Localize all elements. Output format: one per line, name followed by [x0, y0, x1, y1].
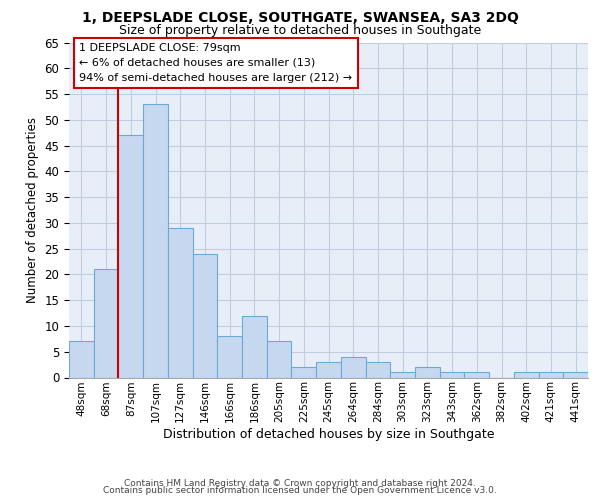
Bar — [440, 372, 464, 378]
Text: 1, DEEPSLADE CLOSE, SOUTHGATE, SWANSEA, SA3 2DQ: 1, DEEPSLADE CLOSE, SOUTHGATE, SWANSEA, … — [82, 11, 518, 25]
Bar — [217, 336, 242, 378]
Bar — [143, 104, 168, 378]
Bar — [94, 270, 118, 378]
Bar — [390, 372, 415, 378]
X-axis label: Distribution of detached houses by size in Southgate: Distribution of detached houses by size … — [163, 428, 494, 441]
Bar — [365, 362, 390, 378]
Bar — [118, 136, 143, 378]
Bar — [514, 372, 539, 378]
Y-axis label: Number of detached properties: Number of detached properties — [26, 117, 39, 303]
Bar — [292, 367, 316, 378]
Bar — [341, 357, 365, 378]
Bar — [464, 372, 489, 378]
Bar — [539, 372, 563, 378]
Bar — [267, 342, 292, 378]
Bar — [69, 342, 94, 378]
Bar — [242, 316, 267, 378]
Bar — [193, 254, 217, 378]
Bar — [316, 362, 341, 378]
Bar — [415, 367, 440, 378]
Text: Size of property relative to detached houses in Southgate: Size of property relative to detached ho… — [119, 24, 481, 37]
Bar — [563, 372, 588, 378]
Text: 1 DEEPSLADE CLOSE: 79sqm
← 6% of detached houses are smaller (13)
94% of semi-de: 1 DEEPSLADE CLOSE: 79sqm ← 6% of detache… — [79, 43, 353, 83]
Text: Contains public sector information licensed under the Open Government Licence v3: Contains public sector information licen… — [103, 486, 497, 495]
Text: Contains HM Land Registry data © Crown copyright and database right 2024.: Contains HM Land Registry data © Crown c… — [124, 478, 476, 488]
Bar — [168, 228, 193, 378]
